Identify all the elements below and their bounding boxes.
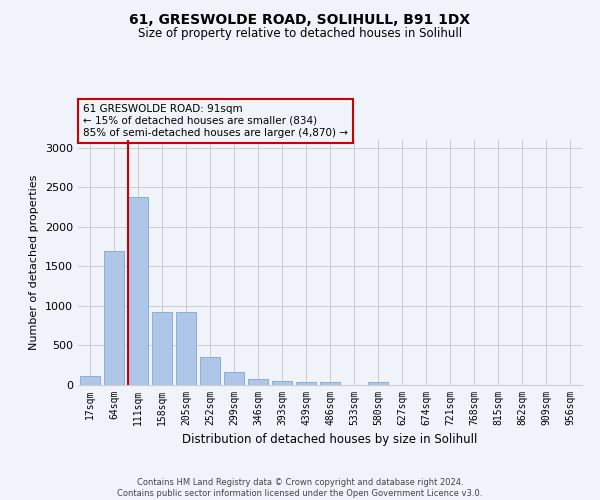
X-axis label: Distribution of detached houses by size in Solihull: Distribution of detached houses by size …: [182, 434, 478, 446]
Bar: [224, 372, 244, 385]
Text: Contains HM Land Registry data © Crown copyright and database right 2024.
Contai: Contains HM Land Registry data © Crown c…: [118, 478, 482, 498]
Bar: [368, 382, 388, 385]
Text: 61 GRESWOLDE ROAD: 91sqm
← 15% of detached houses are smaller (834)
85% of semi-: 61 GRESWOLDE ROAD: 91sqm ← 15% of detach…: [83, 104, 348, 138]
Text: Size of property relative to detached houses in Solihull: Size of property relative to detached ho…: [138, 28, 462, 40]
Bar: [176, 312, 196, 385]
Bar: [128, 197, 148, 385]
Bar: [248, 378, 268, 385]
Bar: [272, 380, 292, 385]
Text: 61, GRESWOLDE ROAD, SOLIHULL, B91 1DX: 61, GRESWOLDE ROAD, SOLIHULL, B91 1DX: [130, 12, 470, 26]
Bar: [152, 312, 172, 385]
Bar: [296, 382, 316, 385]
Bar: [320, 382, 340, 385]
Y-axis label: Number of detached properties: Number of detached properties: [29, 175, 40, 350]
Bar: [200, 358, 220, 385]
Bar: [80, 376, 100, 385]
Bar: [104, 250, 124, 385]
